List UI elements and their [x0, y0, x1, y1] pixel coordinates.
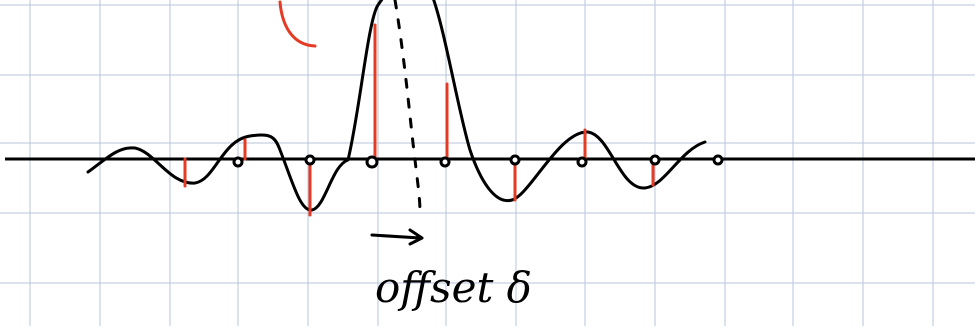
- sketch: offset δ: [0, 0, 975, 326]
- sinc-curve: [88, 0, 705, 210]
- offset-line: [395, 0, 420, 212]
- annotation: offset δ: [375, 263, 532, 312]
- arrow: [372, 230, 422, 244]
- red-arc: [280, 2, 315, 46]
